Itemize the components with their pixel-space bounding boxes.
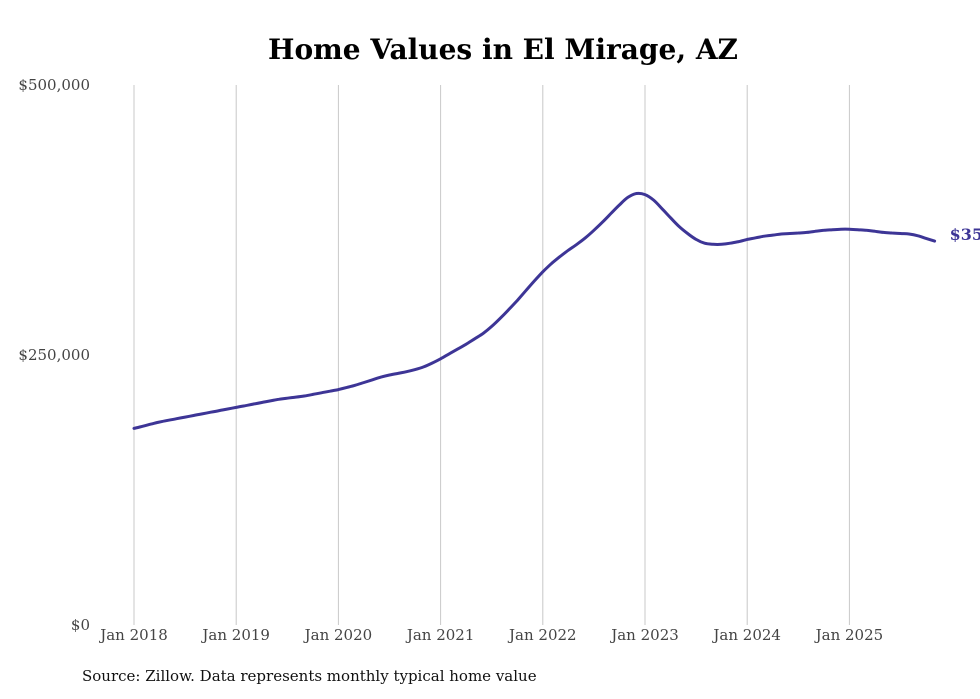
x-tick-label: Jan 2020 [303,626,373,644]
y-tick-label: $250,000 [18,346,90,364]
gridlines [133,85,850,625]
y-tick-label: $500,000 [18,76,90,94]
x-tick-label: Jan 2024 [711,626,781,644]
x-axis-tick-labels: Jan 2018 Jan 2019 Jan 2020 Jan 2021 Jan 2022… [98,626,883,644]
end-value-label: $355,507 [950,225,980,244]
y-tick-label: $0 [71,616,90,634]
source-note: Source: Zillow. Data represents monthly … [82,667,537,685]
series-line-group [132,191,937,430]
x-tick-label: Jan 2019 [200,626,270,644]
home-value-line [132,191,937,430]
x-tick-label: Jan 2023 [609,626,679,644]
chart-title: Home Values in El Mirage, AZ [268,33,738,66]
x-tick-label: Jan 2022 [507,626,577,644]
y-axis-tick-labels: $0 $250,000 $500,000 [18,76,90,634]
x-tick-label: Jan 2021 [405,626,475,644]
x-tick-label: Jan 2018 [98,626,168,644]
x-tick-label: Jan 2025 [814,626,884,644]
